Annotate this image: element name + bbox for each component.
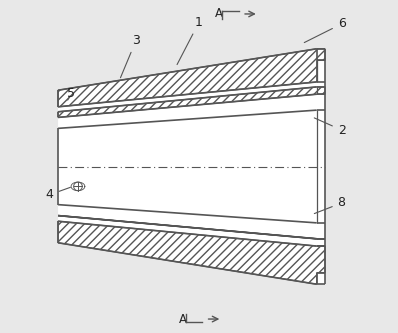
Text: 3: 3 — [121, 34, 140, 78]
Polygon shape — [58, 215, 325, 239]
Text: 6: 6 — [304, 17, 345, 43]
Text: 5: 5 — [67, 87, 75, 100]
Polygon shape — [58, 110, 325, 223]
Polygon shape — [58, 221, 325, 284]
Text: 1: 1 — [177, 16, 203, 65]
Polygon shape — [58, 87, 325, 118]
Text: A: A — [178, 313, 186, 326]
Polygon shape — [58, 82, 325, 112]
Polygon shape — [58, 49, 325, 107]
Polygon shape — [58, 49, 325, 284]
Text: 4: 4 — [46, 187, 70, 201]
Polygon shape — [58, 221, 325, 246]
Text: A: A — [215, 7, 223, 20]
Text: 8: 8 — [314, 196, 345, 213]
Text: 2: 2 — [314, 118, 345, 137]
